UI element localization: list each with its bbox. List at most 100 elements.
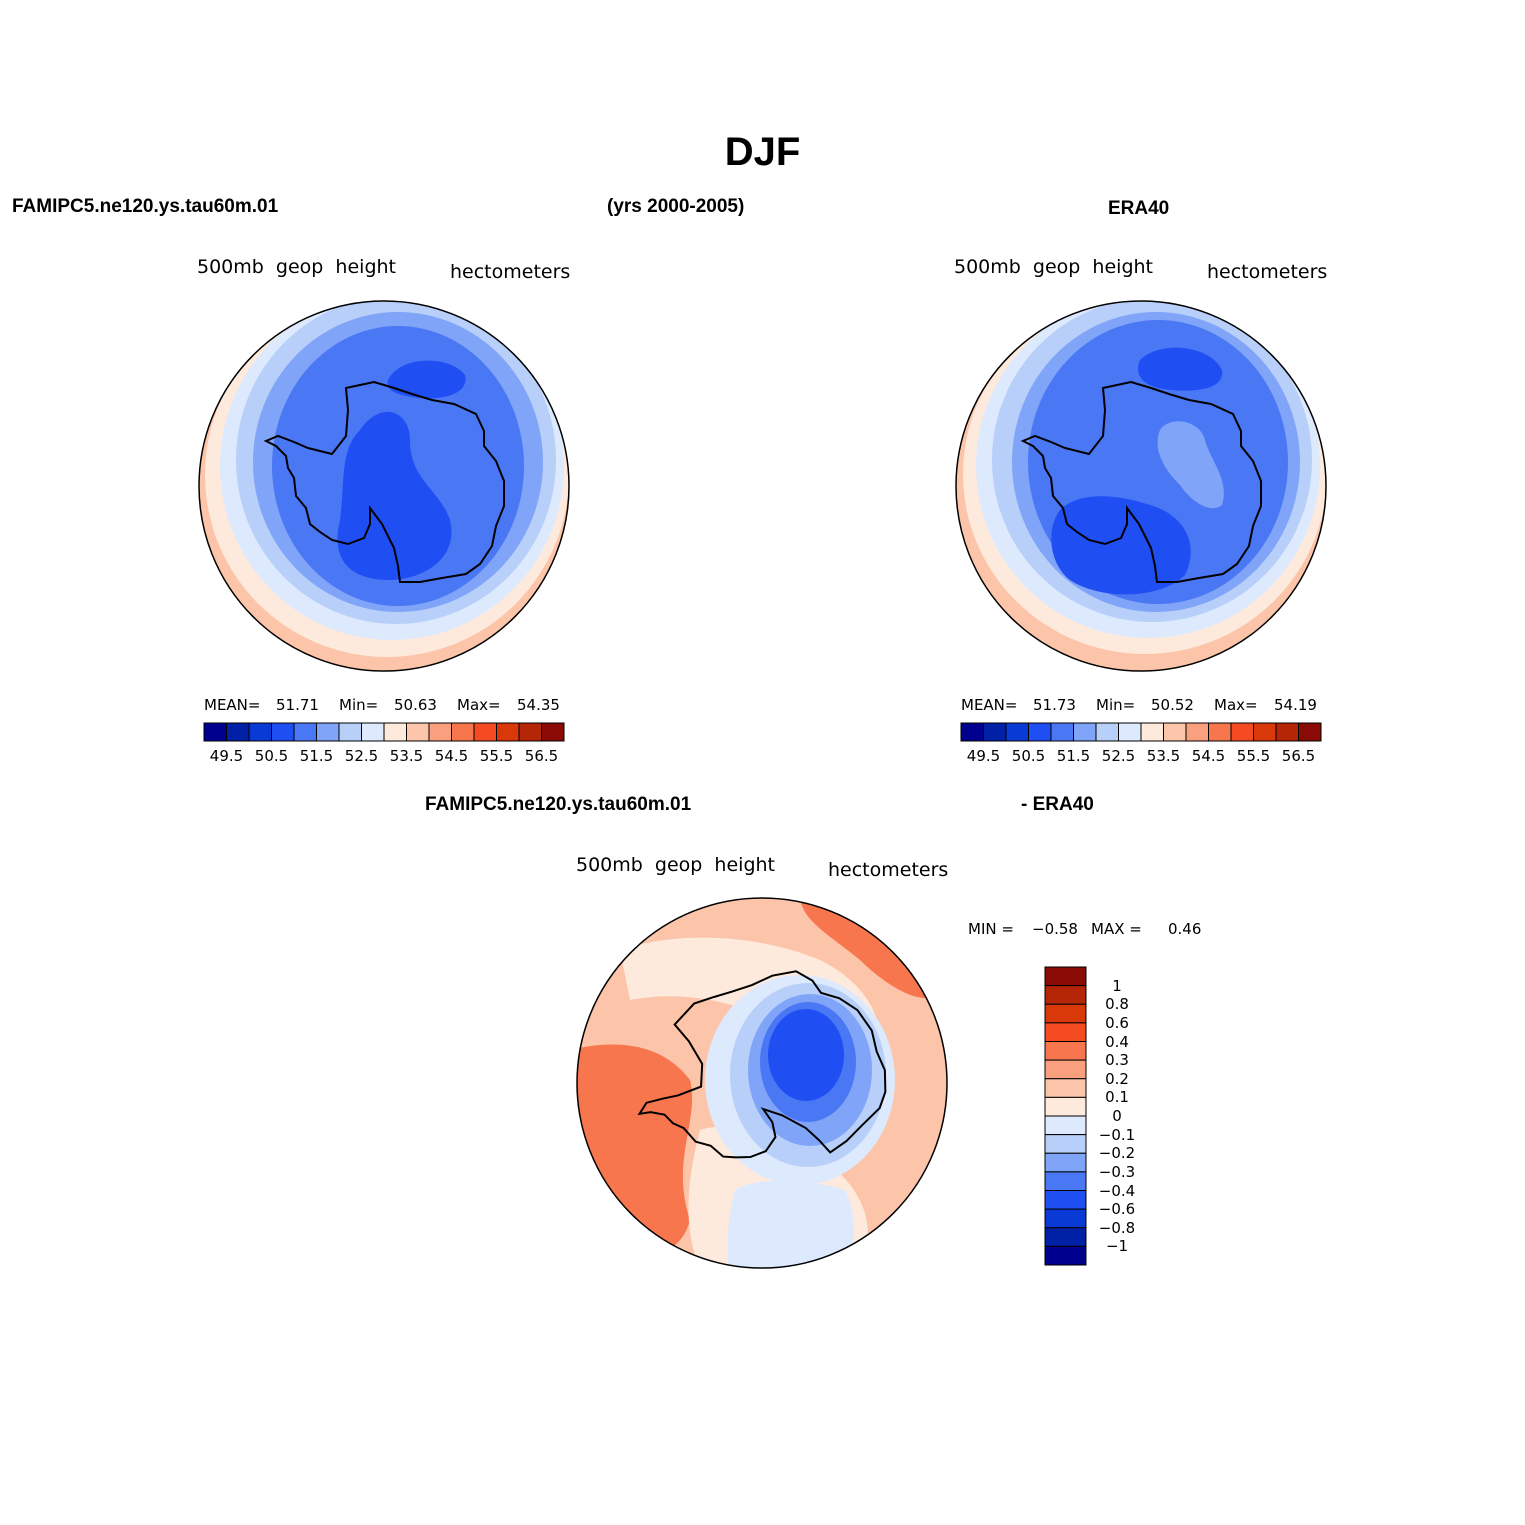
diff-colorbar-tick-label: 1 [1112, 976, 1122, 995]
diff-colorbar-tick-label: 0 [1112, 1107, 1122, 1125]
obs-colorbar-box-15 [1275, 722, 1299, 742]
diff-colorbar-box-6 [1044, 1059, 1087, 1080]
diff-colorbar-tick-label: −0.3 [1098, 1162, 1136, 1181]
model-colorbar-box-5 [293, 722, 317, 742]
diff-warm-northeast [800, 898, 940, 999]
diff-reference-label: - ERA40 [1021, 794, 1094, 815]
diff-colorbar-box-16 [1044, 1245, 1087, 1266]
obs-colorbar-tick-label: 54.5 [1191, 747, 1226, 765]
model-min-label: Min= [339, 696, 379, 714]
obs-colorbar-tick-label: 55.5 [1236, 747, 1271, 765]
obs-colorbar-box-7 [1095, 722, 1119, 742]
model-colorbar-box-15 [518, 722, 542, 742]
obs-colorbar-box-1 [960, 722, 984, 742]
obs-colorbar-box-5 [1050, 722, 1074, 742]
diff-variable-label: 500mb geop height [576, 854, 775, 876]
obs-colorbar [960, 722, 1322, 742]
obs-colorbar-box-4 [1028, 722, 1052, 742]
model-colorbar-box-8 [361, 722, 385, 742]
model-variable-label: 500mb geop height [197, 256, 396, 278]
model-colorbar-box-4 [271, 722, 295, 742]
diff-min-value: −0.58 [1032, 920, 1078, 938]
obs-colorbar-box-12 [1208, 722, 1232, 742]
diff-colorbar-box-1 [1044, 966, 1087, 987]
model-colorbar-box-11 [428, 722, 452, 742]
model-mean-label: MEAN= [204, 696, 261, 714]
model-colorbar-box-13 [473, 722, 497, 742]
diff-colorbar [1044, 966, 1087, 1266]
obs-mean-label: MEAN= [961, 696, 1018, 714]
obs-colorbar-box-9 [1140, 722, 1164, 742]
figure-title: DJF [724, 130, 801, 174]
diff-colorbar-tick-label: 0.2 [1105, 1069, 1129, 1088]
diff-colorbar-box-2 [1044, 985, 1087, 1005]
case-name-label: FAMIPC5.ne120.ys.tau60m.01 [12, 196, 279, 217]
obs-colorbar-tick-label: 51.5 [1056, 747, 1091, 765]
model-mean-value: 51.71 [276, 696, 319, 714]
obs-high-plateau [1157, 421, 1224, 509]
obs-colorbar-box-8 [1118, 722, 1142, 742]
obs-colorbar-tick-label: 50.5 [1011, 747, 1046, 765]
obs-colorbar-tick-label: 49.5 [966, 747, 1001, 765]
model-units-label: hectometers [450, 261, 571, 283]
diff-colorbar-tick-label: 0.6 [1105, 1013, 1129, 1032]
obs-mean-value: 51.73 [1033, 696, 1076, 714]
obs-map-border [955, 300, 1327, 672]
model-colorbar-tick-label: 52.5 [344, 747, 379, 765]
diff-colorbar-tick-label: −1 [1105, 1237, 1129, 1256]
model-colorbar-box-16 [541, 722, 565, 742]
diff-colorbar-box-10 [1044, 1134, 1087, 1154]
obs-low-ross [1138, 347, 1223, 391]
model-colorbar-box-14 [496, 722, 520, 742]
diff-colorbar-tick-label: 0.1 [1105, 1088, 1129, 1107]
obs-colorbar-box-2 [983, 722, 1007, 742]
model-min-value: 50.63 [394, 696, 437, 714]
model-colorbar-tick-label: 56.5 [524, 747, 559, 765]
model-low-center [337, 411, 452, 580]
diff-colorbar-box-7 [1044, 1078, 1087, 1098]
diff-colorbar-box-13 [1044, 1190, 1087, 1210]
obs-colorbar-box-11 [1185, 722, 1209, 742]
diff-cool-south [727, 1180, 855, 1268]
diff-colorbar-box-4 [1044, 1022, 1087, 1042]
diff-colorbar-tick-label: −0.4 [1098, 1181, 1136, 1200]
model-colorbar-box-7 [338, 722, 362, 742]
model-colorbar-tick-label: 53.5 [389, 747, 424, 765]
obs-colorbar-box-14 [1253, 722, 1277, 742]
diff-cool-band-5 [768, 1009, 844, 1101]
model-colorbar-box-12 [451, 722, 475, 742]
diff-colorbar-tick-label: −0.1 [1098, 1125, 1136, 1144]
obs-max-label: Max= [1214, 696, 1258, 714]
diff-min-label: MIN = [968, 920, 1014, 938]
obs-colorbar-tick-label: 52.5 [1101, 747, 1136, 765]
diff-colorbar-tick-label: −0.2 [1098, 1144, 1136, 1163]
diff-max-value: 0.46 [1168, 920, 1202, 938]
diff-colorbar-tick-label: 0.4 [1105, 1032, 1129, 1051]
model-colorbar-box-2 [226, 722, 250, 742]
diff-colorbar-box-14 [1044, 1208, 1087, 1229]
diff-colorbar-tick-label: 0.3 [1105, 1051, 1129, 1070]
reference-label: ERA40 [1108, 198, 1170, 219]
model-max-value: 54.35 [517, 696, 560, 714]
diff-colorbar-box-15 [1044, 1227, 1087, 1247]
obs-units-label: hectometers [1207, 261, 1328, 283]
model-colorbar-tick-label: 55.5 [479, 747, 514, 765]
model-colorbar-box-10 [406, 722, 430, 742]
diff-colorbar-box-11 [1044, 1152, 1087, 1173]
diff-colorbar-tick-label: −0.6 [1098, 1200, 1136, 1219]
model-max-label: Max= [457, 696, 501, 714]
diff-colorbar-box-5 [1044, 1041, 1087, 1061]
obs-max-value: 54.19 [1274, 696, 1317, 714]
diff-colorbar-box-8 [1044, 1096, 1087, 1117]
diff-map [577, 898, 947, 1268]
diff-units-label: hectometers [828, 859, 949, 881]
obs-colorbar-box-6 [1073, 722, 1097, 742]
model-colorbar-tick-label: 50.5 [254, 747, 289, 765]
model-colorbar-tick-label: 54.5 [434, 747, 469, 765]
diff-colorbar-tick-label: 0.8 [1105, 995, 1129, 1014]
obs-variable-label: 500mb geop height [954, 256, 1153, 278]
model-low-ross [387, 360, 466, 399]
obs-min-label: Min= [1096, 696, 1136, 714]
model-colorbar-box-1 [203, 722, 227, 742]
